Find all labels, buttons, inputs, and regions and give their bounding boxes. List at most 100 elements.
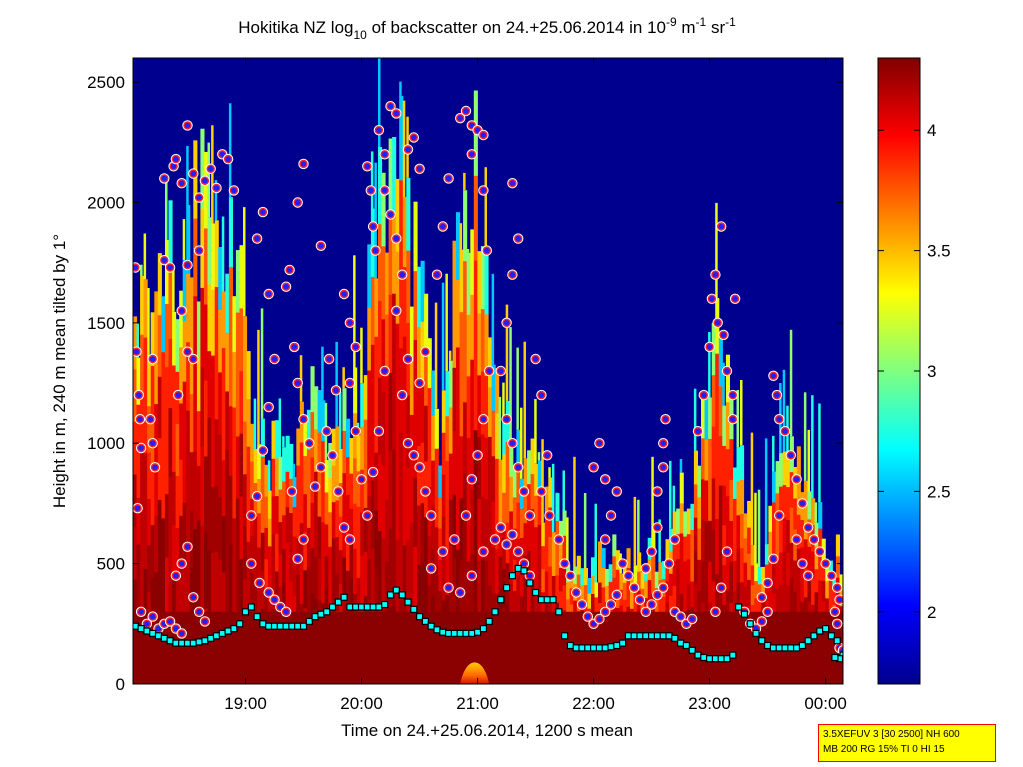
boundary-marker xyxy=(676,639,685,647)
cloud-marker-core xyxy=(293,198,302,207)
cloud-marker-core xyxy=(133,263,140,272)
cloud-marker-core xyxy=(554,535,563,544)
colorbar: 2 2.5 3 3.5 4 xyxy=(877,57,951,685)
cloud-marker-core xyxy=(299,535,308,544)
boundary-marker xyxy=(653,632,662,640)
boundary-layer-markers xyxy=(133,564,843,663)
cloud-marker-core xyxy=(519,559,529,568)
boundary-marker xyxy=(195,638,203,646)
cloud-marker-core xyxy=(148,612,157,621)
boundary-marker xyxy=(752,629,760,638)
cloud-marker-core xyxy=(664,559,674,568)
cloud-marker-core xyxy=(676,612,685,621)
boundary-marker xyxy=(386,591,395,599)
boundary-marker xyxy=(288,622,296,630)
cloud-marker-core xyxy=(177,559,186,568)
boundary-marker xyxy=(404,598,412,606)
boundary-marker xyxy=(433,626,441,634)
boundary-marker xyxy=(207,634,215,642)
boundary-marker xyxy=(230,624,238,633)
cloud-marker-core xyxy=(322,427,331,436)
boundary-marker xyxy=(212,632,221,640)
cloud-marker-core xyxy=(415,164,424,174)
boundary-marker xyxy=(601,644,609,652)
boundary-marker xyxy=(566,641,575,650)
cloud-marker-core xyxy=(366,186,375,195)
boundary-marker xyxy=(816,627,824,635)
cloud-marker-core xyxy=(142,619,152,628)
cloud-marker-core xyxy=(252,492,262,501)
cloud-marker-core xyxy=(730,294,740,303)
cloud-marker-core xyxy=(618,559,627,568)
cloud-marker-core xyxy=(589,463,598,472)
cloud-marker-core xyxy=(508,530,517,539)
cloud-marker-core xyxy=(135,415,145,424)
cloud-marker-core xyxy=(769,554,778,563)
info-line-1: 3.5XEFUV 3 [30 2500] NH 600 xyxy=(823,729,960,740)
boundary-marker xyxy=(804,637,812,645)
cloud-marker-core xyxy=(508,270,517,279)
cloud-marker-core xyxy=(467,571,476,580)
cloud-marker-core xyxy=(833,619,842,628)
cloud-marker-core xyxy=(255,578,264,588)
colorbar-tick-label: 4 xyxy=(927,121,936,140)
cloud-marker-core xyxy=(711,607,720,616)
cloud-marker-core xyxy=(345,535,355,544)
cloud-marker-core xyxy=(392,234,401,243)
boundary-marker xyxy=(763,641,772,650)
cloud-marker-core xyxy=(316,463,326,472)
cloud-marker-core xyxy=(502,540,511,549)
cloud-marker-core xyxy=(165,617,175,626)
y-axis-ticks: 0 500 1000 1500 2000 2500 xyxy=(87,73,843,694)
cloud-marker-core xyxy=(374,427,384,436)
parameter-info-box: 3.5XEFUV 3 [30 2500] NH 600 MB 200 RG 15… xyxy=(818,724,996,762)
cloud-marker-core xyxy=(150,463,160,472)
cloud-marker-core xyxy=(270,595,279,604)
boundary-marker xyxy=(665,632,673,640)
cloud-marker-core xyxy=(514,463,523,472)
cloud-base-markers xyxy=(133,101,843,656)
boundary-marker xyxy=(160,634,168,642)
boundary-marker xyxy=(787,644,795,652)
cloud-marker-core xyxy=(827,571,836,580)
cloud-marker-core xyxy=(456,113,465,123)
cloud-marker-core xyxy=(148,439,157,448)
cloud-marker-core xyxy=(728,415,737,424)
boundary-marker xyxy=(682,641,691,650)
cloud-marker-core xyxy=(363,162,372,171)
cloud-marker-core xyxy=(171,571,181,580)
cloud-marker-core xyxy=(148,354,157,364)
cloud-marker-core xyxy=(177,178,186,188)
cloud-marker-core xyxy=(659,583,668,592)
cloud-marker-core xyxy=(173,390,183,400)
boundary-marker xyxy=(729,651,737,659)
cloud-marker-core xyxy=(798,499,807,508)
boundary-marker xyxy=(265,622,273,630)
boundary-marker xyxy=(253,612,261,621)
cloud-marker-core xyxy=(606,600,616,609)
x-tick-label: 21:00 xyxy=(456,694,499,713)
boundary-marker xyxy=(462,629,470,638)
cloud-marker-core xyxy=(653,590,662,600)
cloud-marker-core xyxy=(612,487,621,496)
boundary-marker xyxy=(299,622,308,630)
cloud-marker-core xyxy=(264,289,273,299)
boundary-marker xyxy=(474,628,482,636)
cloud-marker-core xyxy=(514,547,523,556)
cloud-marker-core xyxy=(403,145,413,154)
boundary-marker xyxy=(526,579,534,587)
boundary-marker xyxy=(346,603,354,611)
cloud-marker-core xyxy=(525,511,534,520)
boundary-marker xyxy=(618,639,627,647)
boundary-marker xyxy=(305,617,313,626)
boundary-marker xyxy=(531,588,540,597)
boundary-marker xyxy=(769,644,778,652)
y-tick-label: 2000 xyxy=(87,193,125,212)
boundary-marker xyxy=(357,603,366,611)
y-tick-label: 500 xyxy=(97,555,125,574)
colorbar-tick-label: 2.5 xyxy=(927,482,951,501)
cloud-marker-core xyxy=(775,511,784,520)
boundary-marker xyxy=(224,627,232,635)
colorbar-ticks: 2 2.5 3 3.5 4 xyxy=(878,121,951,622)
cloud-marker-core xyxy=(403,354,413,364)
